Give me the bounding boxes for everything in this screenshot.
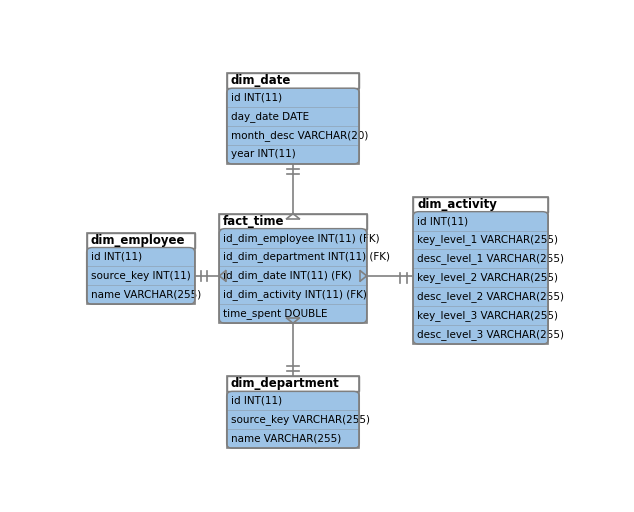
Text: year INT(11): year INT(11) bbox=[231, 150, 295, 159]
Text: dim_department: dim_department bbox=[231, 377, 339, 391]
Text: day_date DATE: day_date DATE bbox=[231, 111, 309, 122]
FancyBboxPatch shape bbox=[87, 247, 195, 304]
Text: id INT(11): id INT(11) bbox=[231, 396, 281, 406]
Text: fact_time: fact_time bbox=[223, 215, 285, 228]
FancyBboxPatch shape bbox=[227, 88, 359, 164]
FancyBboxPatch shape bbox=[87, 232, 195, 247]
Text: desc_level_3 VARCHAR(255): desc_level_3 VARCHAR(255) bbox=[417, 329, 564, 340]
FancyBboxPatch shape bbox=[219, 228, 366, 323]
Text: id_dim_date INT(11) (FK): id_dim_date INT(11) (FK) bbox=[223, 270, 352, 282]
FancyBboxPatch shape bbox=[413, 197, 548, 211]
Text: id INT(11): id INT(11) bbox=[231, 93, 281, 103]
Text: key_level_1 VARCHAR(255): key_level_1 VARCHAR(255) bbox=[417, 234, 558, 245]
Text: desc_level_2 VARCHAR(255): desc_level_2 VARCHAR(255) bbox=[417, 291, 564, 302]
Text: id_dim_department INT(11) (FK): id_dim_department INT(11) (FK) bbox=[223, 251, 390, 263]
FancyBboxPatch shape bbox=[227, 376, 359, 391]
Text: dim_date: dim_date bbox=[231, 74, 291, 87]
Text: key_level_2 VARCHAR(255): key_level_2 VARCHAR(255) bbox=[417, 272, 558, 283]
FancyBboxPatch shape bbox=[219, 214, 366, 228]
Text: id INT(11): id INT(11) bbox=[91, 252, 141, 262]
Text: name VARCHAR(255): name VARCHAR(255) bbox=[231, 434, 341, 444]
Text: time_spent DOUBLE: time_spent DOUBLE bbox=[223, 308, 328, 319]
Text: month_desc VARCHAR(20): month_desc VARCHAR(20) bbox=[231, 130, 368, 141]
Text: desc_level_1 VARCHAR(255): desc_level_1 VARCHAR(255) bbox=[417, 253, 564, 264]
Text: id_dim_employee INT(11) (FK): id_dim_employee INT(11) (FK) bbox=[223, 232, 380, 244]
Text: id INT(11): id INT(11) bbox=[417, 216, 468, 226]
Text: dim_employee: dim_employee bbox=[91, 233, 185, 247]
Text: key_level_3 VARCHAR(255): key_level_3 VARCHAR(255) bbox=[417, 310, 558, 321]
Text: source_key VARCHAR(255): source_key VARCHAR(255) bbox=[231, 414, 370, 425]
Text: source_key INT(11): source_key INT(11) bbox=[91, 270, 190, 282]
FancyBboxPatch shape bbox=[227, 391, 359, 448]
FancyBboxPatch shape bbox=[413, 211, 548, 344]
Text: name VARCHAR(255): name VARCHAR(255) bbox=[91, 290, 201, 300]
Text: dim_activity: dim_activity bbox=[417, 198, 497, 210]
Text: id_dim_activity INT(11) (FK): id_dim_activity INT(11) (FK) bbox=[223, 289, 367, 300]
FancyBboxPatch shape bbox=[227, 73, 359, 88]
